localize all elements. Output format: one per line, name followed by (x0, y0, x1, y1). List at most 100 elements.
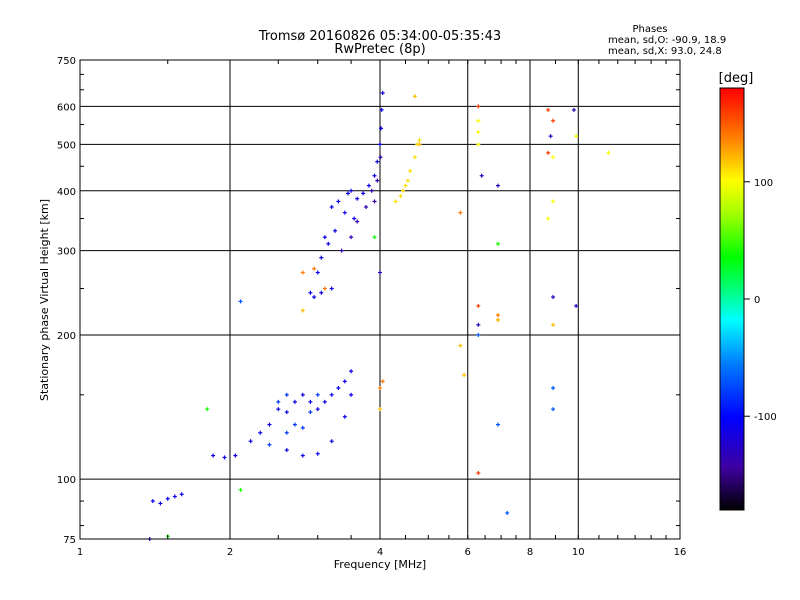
data-point (495, 422, 500, 427)
data-point (355, 219, 360, 224)
x-axis-label: Frequency [MHz] (334, 558, 426, 571)
x-tick-label: 8 (527, 547, 533, 558)
data-point (369, 188, 374, 193)
data-point (300, 425, 305, 430)
data-point (352, 216, 357, 221)
data-point (349, 188, 354, 193)
data-point (476, 130, 481, 135)
data-point (345, 191, 350, 196)
data-point (150, 499, 155, 504)
data-point (284, 430, 289, 435)
grid-lines (80, 60, 680, 539)
x-tick-label: 16 (674, 547, 687, 558)
data-point (267, 422, 272, 427)
data-point (319, 290, 324, 295)
data-point (284, 448, 289, 453)
data-point (574, 303, 579, 308)
data-point (505, 510, 510, 515)
data-point (342, 379, 347, 384)
data-point (258, 430, 263, 435)
phase-info-x: mean, sd,X: 93.0, 24.8 (608, 46, 722, 57)
colorbar (719, 87, 745, 511)
data-point (551, 118, 556, 123)
data-point (329, 204, 334, 209)
data-point (276, 407, 281, 412)
data-point (417, 138, 422, 143)
data-point (571, 107, 576, 112)
data-point (375, 178, 380, 183)
data-point (551, 155, 556, 160)
data-point (401, 188, 406, 193)
data-point (379, 126, 384, 131)
data-points (147, 90, 611, 541)
data-point (308, 399, 313, 404)
data-point (329, 286, 334, 291)
x-tick-label: 2 (227, 547, 233, 558)
data-point (546, 150, 551, 155)
data-point (380, 379, 385, 384)
y-tick-label: 400 (57, 187, 76, 198)
data-point (405, 178, 410, 183)
data-point (276, 399, 281, 404)
data-point (222, 455, 227, 460)
y-tick-label: 300 (57, 247, 76, 258)
data-point (476, 303, 481, 308)
x-axis-ticks: 1 2 4 6 8 10 16 (77, 60, 687, 558)
y-axis-label: Stationary phase Virtual Height [km] (38, 199, 51, 401)
data-point (292, 422, 297, 427)
data-point (462, 372, 467, 377)
data-point (300, 270, 305, 275)
colorbar-tick-label: 100 (754, 178, 773, 189)
data-point (495, 313, 500, 318)
data-point (458, 343, 463, 348)
data-point (238, 299, 243, 304)
data-point (366, 183, 371, 188)
y-tick-label: 500 (57, 140, 76, 151)
data-point (349, 235, 354, 240)
y-tick-label: 200 (57, 331, 76, 342)
data-point (158, 501, 163, 506)
y-axis-ticks: 75 100 200 300 400 500 600 750 (57, 56, 680, 546)
y-tick-label: 100 (57, 475, 76, 486)
colorbar-ticks: 100 0 -100 (744, 178, 777, 423)
data-point (300, 453, 305, 458)
data-point (312, 266, 317, 271)
data-point (315, 451, 320, 456)
data-point (179, 492, 184, 497)
data-point (495, 241, 500, 246)
data-point (300, 308, 305, 313)
data-point (312, 295, 317, 300)
data-point (546, 107, 551, 112)
x-tick-label: 6 (465, 547, 471, 558)
data-point (349, 369, 354, 374)
data-point (551, 322, 556, 327)
colorbar-tick-label: 0 (754, 295, 760, 306)
chart-subtitle: RwPretec (8p) (334, 42, 425, 57)
data-point (165, 496, 170, 501)
data-point (248, 439, 253, 444)
phase-info-title: Phases (632, 24, 667, 35)
chart-title: Tromsø 20160826 05:34:00-05:35:43 (258, 29, 501, 44)
data-point (378, 142, 382, 147)
data-point (322, 399, 327, 404)
data-point (333, 228, 338, 233)
data-point (342, 210, 347, 215)
data-point (551, 407, 556, 412)
data-point (284, 410, 289, 415)
data-point (364, 204, 369, 209)
data-point (378, 407, 382, 412)
data-point (322, 235, 327, 240)
data-point (205, 407, 210, 412)
data-point (408, 168, 413, 173)
data-point (551, 199, 556, 204)
data-point (172, 494, 177, 499)
data-point (476, 142, 481, 147)
data-point (412, 155, 417, 160)
data-point (349, 392, 354, 397)
data-point (308, 410, 313, 415)
data-point (476, 332, 481, 337)
data-point (315, 407, 320, 412)
data-point (548, 134, 553, 139)
data-point (574, 134, 579, 139)
data-point (479, 173, 484, 178)
